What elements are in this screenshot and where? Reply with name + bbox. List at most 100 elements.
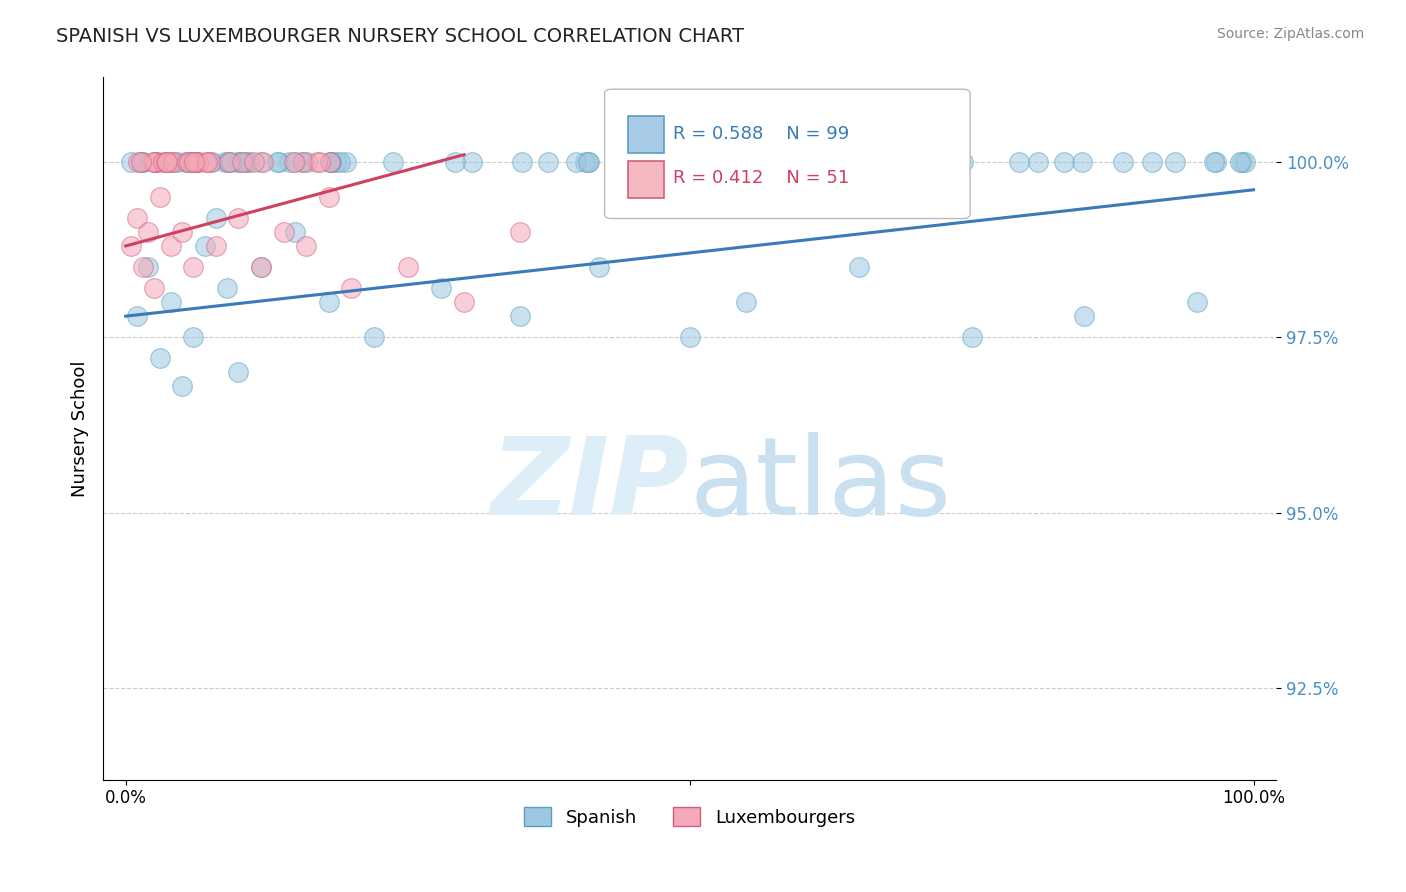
Point — [145, 154, 167, 169]
Point — [318, 190, 340, 204]
Point — [718, 154, 741, 169]
Point — [578, 154, 600, 169]
Point — [952, 154, 974, 169]
Point — [156, 154, 179, 169]
Point — [176, 154, 198, 169]
Text: R = 0.412    N = 51: R = 0.412 N = 51 — [673, 169, 849, 187]
Point — [181, 154, 204, 169]
Point — [159, 295, 181, 310]
Point — [142, 154, 165, 169]
Point — [325, 154, 347, 169]
Point — [1185, 295, 1208, 310]
Point — [318, 154, 340, 169]
Point — [319, 154, 342, 169]
Point — [616, 154, 638, 169]
Point — [163, 154, 186, 169]
Point — [183, 154, 205, 169]
Point — [329, 154, 352, 169]
Point — [678, 330, 700, 344]
Point — [821, 154, 844, 169]
Point — [848, 260, 870, 274]
Point — [778, 154, 800, 169]
Point — [148, 190, 170, 204]
Point — [1229, 154, 1251, 169]
Point — [574, 154, 596, 169]
Point — [228, 154, 250, 169]
Point — [537, 154, 560, 169]
Point — [277, 154, 299, 169]
Point — [1232, 154, 1254, 169]
Point — [194, 154, 217, 169]
Point — [120, 239, 142, 253]
Point — [305, 154, 328, 169]
Point — [960, 330, 983, 344]
Point — [335, 154, 357, 169]
Point — [396, 260, 419, 274]
Point — [205, 239, 228, 253]
Point — [205, 211, 228, 225]
Point — [651, 154, 673, 169]
Point — [1204, 154, 1226, 169]
Point — [228, 154, 250, 169]
Point — [136, 225, 159, 239]
Point — [200, 154, 222, 169]
Point — [132, 154, 155, 169]
Point — [509, 225, 531, 239]
Point — [607, 154, 630, 169]
Point — [1233, 154, 1256, 169]
Point — [148, 351, 170, 366]
Point — [1007, 154, 1029, 169]
Point — [136, 260, 159, 274]
Point — [129, 154, 152, 169]
Point — [217, 154, 239, 169]
Point — [855, 154, 877, 169]
Point — [273, 225, 295, 239]
Point — [835, 154, 858, 169]
Point — [1111, 154, 1133, 169]
Point — [238, 154, 260, 169]
Point — [283, 154, 305, 169]
Point — [184, 154, 207, 169]
Point — [1071, 154, 1094, 169]
Point — [194, 239, 217, 253]
Point — [1164, 154, 1187, 169]
Text: atlas: atlas — [689, 432, 952, 538]
Point — [564, 154, 586, 169]
Point — [174, 154, 197, 169]
Point — [1073, 309, 1095, 323]
Point — [319, 154, 342, 169]
Point — [576, 154, 599, 169]
Point — [219, 154, 242, 169]
Point — [180, 154, 202, 169]
Point — [638, 154, 661, 169]
Legend: Spanish, Luxembourgers: Spanish, Luxembourgers — [517, 800, 862, 834]
Point — [340, 281, 363, 295]
Point — [904, 154, 927, 169]
Point — [1026, 154, 1049, 169]
Point — [1205, 154, 1227, 169]
Point — [291, 154, 314, 169]
Point — [243, 154, 266, 169]
Point — [308, 154, 330, 169]
Point — [606, 154, 628, 169]
Point — [184, 154, 207, 169]
Point — [217, 281, 239, 295]
Point — [267, 154, 290, 169]
Point — [228, 211, 250, 225]
Point — [187, 154, 209, 169]
Y-axis label: Nursery School: Nursery School — [72, 360, 89, 497]
Point — [284, 225, 307, 239]
Point — [284, 154, 307, 169]
Point — [683, 154, 706, 169]
Point — [319, 154, 342, 169]
Point — [120, 154, 142, 169]
Point — [172, 379, 194, 393]
Point — [142, 281, 165, 295]
Point — [218, 154, 240, 169]
Point — [155, 154, 177, 169]
Point — [250, 260, 273, 274]
Point — [131, 260, 153, 274]
Point — [804, 154, 827, 169]
Point — [1142, 154, 1164, 169]
Point — [183, 260, 205, 274]
